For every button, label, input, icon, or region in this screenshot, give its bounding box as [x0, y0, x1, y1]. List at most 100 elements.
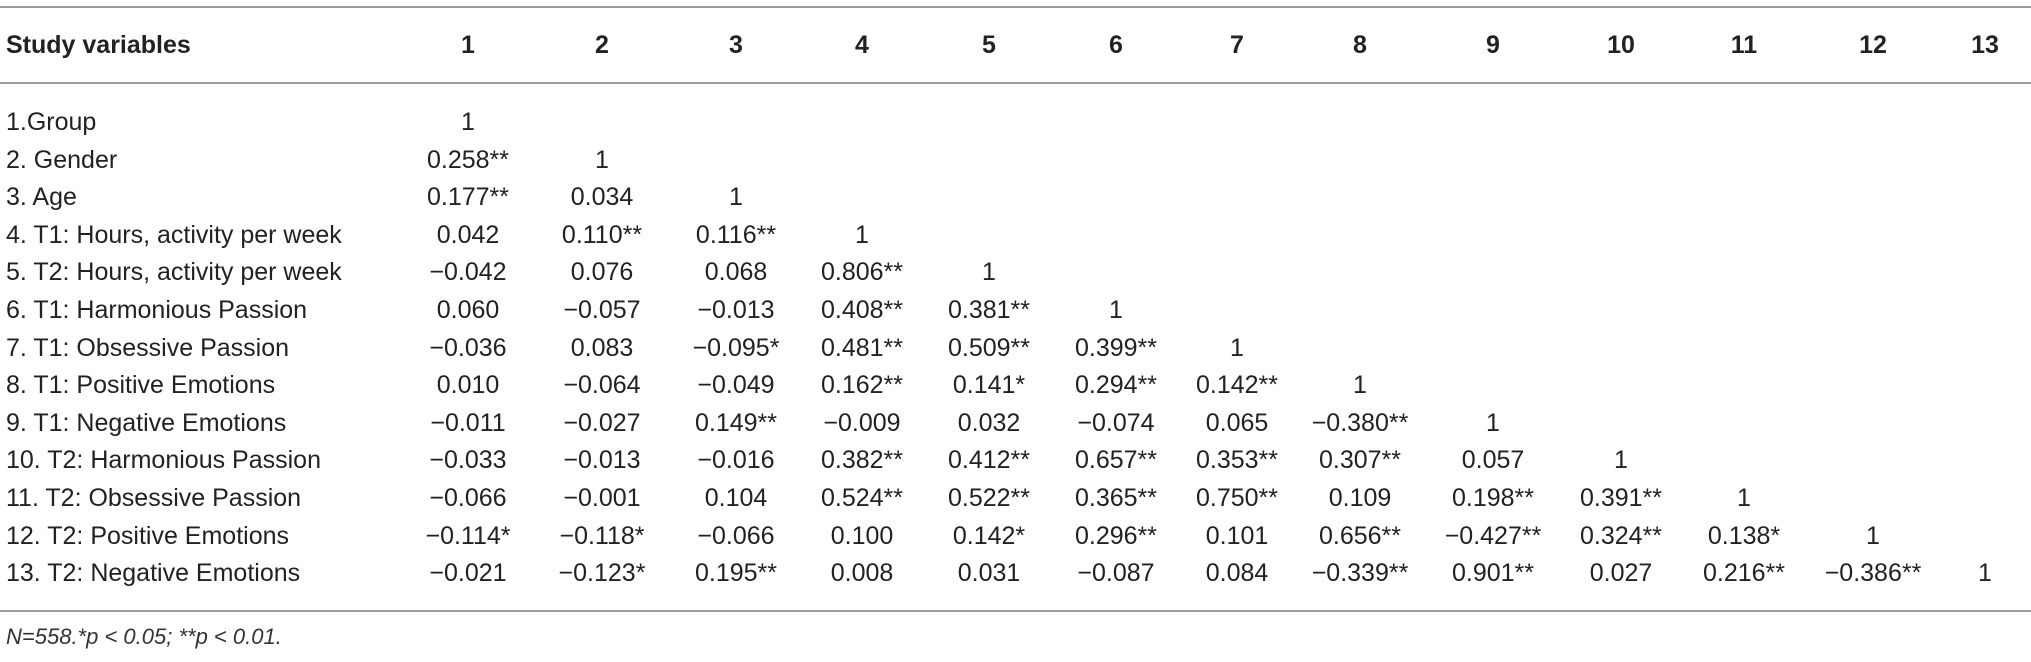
- correlation-cell: −0.021: [429, 559, 507, 588]
- correlation-cell: 0.141*: [952, 371, 1026, 400]
- correlation-cell: 0.034: [570, 183, 634, 212]
- correlation-cell: 0.142*: [952, 521, 1026, 550]
- correlation-cell: −0.118*: [559, 521, 645, 550]
- correlation-cell: −0.386**: [1824, 559, 1922, 588]
- row-label: 11. T2: Obsessive Passion: [6, 484, 302, 512]
- correlation-cell: −0.123*: [558, 559, 646, 588]
- correlation-cell: −0.074: [1077, 408, 1155, 437]
- bottom-rule: [0, 610, 2031, 612]
- correlation-cell: 0.076: [570, 258, 634, 287]
- row-label: 9. T1: Negative Emotions: [6, 408, 287, 437]
- correlation-cell: 0.353**: [1195, 446, 1279, 475]
- correlation-cell: −0.049: [697, 371, 775, 400]
- correlation-cell: 0.142**: [1195, 371, 1279, 400]
- correlation-cell: 0.294**: [1074, 371, 1158, 400]
- correlation-cell: 1: [595, 145, 609, 174]
- correlation-cell: 0.031: [957, 559, 1021, 588]
- row-label: 12. T2: Positive Emotions: [6, 521, 290, 550]
- correlation-cell: −0.087: [1077, 559, 1155, 588]
- correlation-cell: 0.216**: [1702, 559, 1786, 588]
- correlation-cell: 1: [729, 183, 743, 212]
- correlation-cell: 0.083: [570, 333, 634, 362]
- column-header: 6: [1109, 31, 1123, 59]
- correlation-cell: 0.806**: [820, 258, 904, 287]
- correlation-cell: 0.381**: [947, 296, 1031, 324]
- header-label: Study variables: [6, 31, 191, 59]
- correlation-cell: 0.084: [1205, 559, 1269, 588]
- correlation-cell: 1: [1614, 446, 1628, 475]
- correlation-cell: 1: [1109, 296, 1123, 324]
- correlation-cell: 1: [1353, 371, 1367, 400]
- correlation-cell: 1: [1978, 559, 1992, 588]
- correlation-cell: 0.008: [830, 559, 894, 588]
- correlation-cell: −0.427**: [1444, 521, 1542, 550]
- correlation-cell: 0.901**: [1451, 559, 1535, 588]
- correlation-cell: −0.016: [697, 446, 775, 475]
- correlation-cell: −0.066: [697, 521, 775, 550]
- header-rule: [0, 82, 2031, 84]
- correlation-cell: −0.027: [563, 408, 641, 437]
- correlation-cell: 1: [1737, 484, 1751, 512]
- correlation-cell: 0.032: [957, 408, 1021, 437]
- correlation-cell: 0.258**: [426, 145, 510, 174]
- row-label: 1.Group: [6, 108, 97, 136]
- column-header: 10: [1607, 31, 1635, 59]
- correlation-cell: −0.009: [823, 408, 901, 437]
- correlation-cell: −0.095*: [692, 333, 780, 362]
- correlation-cell: −0.339**: [1311, 559, 1409, 588]
- row-label: 7. T1: Obsessive Passion: [6, 333, 290, 362]
- column-header: 4: [855, 31, 869, 59]
- row-label: 3. Age: [6, 183, 77, 212]
- correlation-cell: −0.064: [563, 371, 641, 400]
- correlation-cell: 0.116**: [695, 220, 777, 249]
- correlation-cell: 0.307**: [1318, 446, 1402, 475]
- correlation-cell: 0.195**: [694, 559, 778, 588]
- correlation-cell: 0.027: [1589, 559, 1653, 588]
- correlation-cell: 0.382**: [820, 446, 904, 475]
- row-label: 10. T2: Harmonious Passion: [6, 446, 321, 475]
- correlation-cell: 1: [461, 108, 475, 136]
- column-header: 1: [461, 31, 475, 59]
- row-label: 5. T2: Hours, activity per week: [6, 258, 342, 287]
- column-header: 5: [982, 31, 996, 59]
- correlation-cell: 0.100: [830, 521, 894, 550]
- correlation-cell: 1: [982, 258, 996, 287]
- row-label: 4. T1: Hours, activity per week: [6, 220, 342, 249]
- correlation-cell: 0.138*: [1707, 521, 1781, 550]
- column-header: 9: [1486, 31, 1500, 59]
- correlation-cell: −0.011: [430, 408, 506, 437]
- column-header: 11: [1730, 31, 1758, 59]
- correlation-cell: 0.104: [704, 484, 768, 512]
- row-label: 8. T1: Positive Emotions: [6, 371, 276, 400]
- correlation-cell: 0.060: [436, 296, 500, 324]
- column-header: 13: [1971, 31, 1999, 59]
- top-rule: [0, 6, 2031, 8]
- correlation-cell: −0.042: [429, 258, 507, 287]
- correlation-cell: 0.101: [1205, 521, 1269, 550]
- correlation-cell: 0.365**: [1074, 484, 1158, 512]
- correlation-cell: 1: [1230, 333, 1244, 362]
- row-label: 13. T2: Negative Emotions: [6, 559, 301, 588]
- correlation-cell: 0.481**: [820, 333, 904, 362]
- correlation-cell: 0.068: [704, 258, 768, 287]
- column-header: 8: [1353, 31, 1367, 59]
- row-label: 6. T1: Harmonious Passion: [6, 296, 308, 324]
- correlation-cell: 1: [855, 220, 869, 249]
- correlation-cell: 0.010: [436, 371, 500, 400]
- correlation-cell: −0.066: [429, 484, 507, 512]
- correlation-cell: 0.391**: [1579, 484, 1663, 512]
- row-label: 2. Gender: [6, 145, 118, 174]
- correlation-cell: −0.001: [563, 484, 641, 512]
- correlation-cell: −0.033: [429, 446, 507, 475]
- correlation-cell: 0.109: [1328, 484, 1392, 512]
- correlation-cell: 0.399**: [1074, 333, 1158, 362]
- correlation-cell: 0.042: [436, 220, 500, 249]
- correlation-cell: −0.036: [429, 333, 507, 362]
- correlation-cell: 0.656**: [1318, 521, 1402, 550]
- correlation-cell: −0.380**: [1311, 408, 1409, 437]
- correlation-cell: 0.110**: [561, 220, 643, 249]
- correlation-cell: −0.114*: [425, 521, 511, 550]
- footnote: N=558.*p < 0.05; **p < 0.01.: [6, 624, 282, 649]
- correlation-cell: 0.177**: [426, 183, 510, 212]
